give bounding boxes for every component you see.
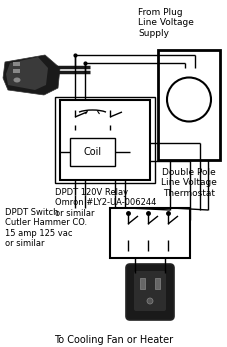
FancyBboxPatch shape <box>133 271 165 311</box>
Text: DPDT Switch
Cutler Hammer CO.
15 amp 125 vac
or similar: DPDT Switch Cutler Hammer CO. 15 amp 125… <box>5 208 87 248</box>
Bar <box>60 100 149 180</box>
Polygon shape <box>6 57 48 90</box>
Bar <box>13 69 20 73</box>
Text: Double Pole
Line Voltage
Thermostat: Double Pole Line Voltage Thermostat <box>160 168 216 198</box>
Bar <box>109 208 189 258</box>
Ellipse shape <box>13 77 20 83</box>
Text: DPDT 120V Relay
Omron #LY2-UA-006244
or similar: DPDT 120V Relay Omron #LY2-UA-006244 or … <box>55 188 156 218</box>
Text: From Plug
Line Voltage
Supply: From Plug Line Voltage Supply <box>137 8 193 38</box>
FancyBboxPatch shape <box>126 264 173 320</box>
Bar <box>139 278 144 289</box>
Bar <box>13 62 20 66</box>
Bar <box>157 50 219 160</box>
Ellipse shape <box>146 298 152 304</box>
Bar <box>55 97 154 183</box>
Bar <box>154 278 159 289</box>
Text: To Cooling Fan or Heater: To Cooling Fan or Heater <box>54 335 173 345</box>
Bar <box>70 138 114 166</box>
Text: Coil: Coil <box>83 147 101 157</box>
Polygon shape <box>3 55 60 95</box>
